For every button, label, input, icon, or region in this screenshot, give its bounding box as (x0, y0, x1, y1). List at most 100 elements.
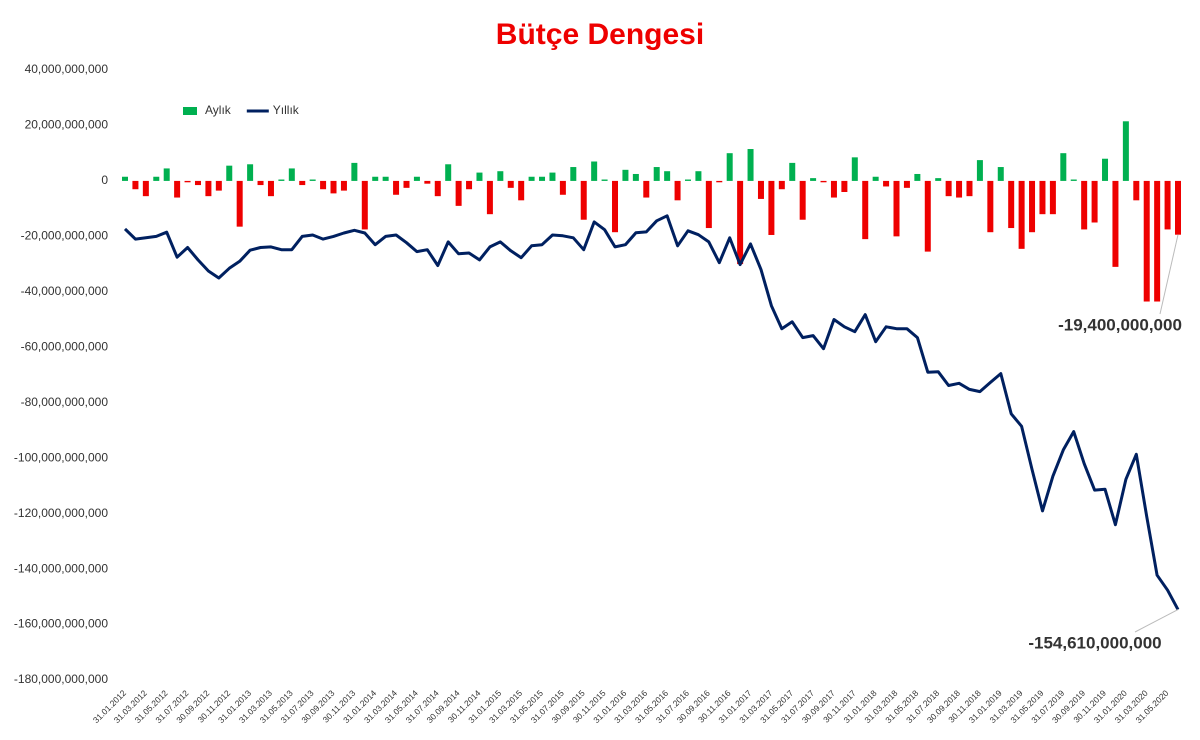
bar (455, 180, 462, 206)
bar (1175, 180, 1181, 235)
bar (924, 180, 931, 252)
bar (653, 167, 660, 181)
bar (476, 172, 483, 181)
bar (1049, 180, 1056, 215)
bar (716, 180, 723, 183)
bar (1133, 180, 1140, 201)
bar (810, 178, 817, 181)
bar (142, 180, 149, 197)
bar (434, 180, 441, 197)
bar (153, 176, 160, 181)
bar (789, 162, 796, 181)
y-tick-label: -80,000,000,000 (21, 395, 109, 409)
bar (205, 180, 212, 197)
leader-line (1159, 234, 1179, 315)
bar (935, 178, 942, 181)
bar (914, 173, 921, 181)
y-tick-label: -60,000,000,000 (21, 339, 109, 353)
bar (1018, 180, 1025, 249)
bar (528, 176, 535, 181)
bar (497, 171, 504, 181)
bar (976, 160, 983, 181)
bar (518, 180, 525, 201)
bar (945, 180, 952, 197)
bar (799, 180, 806, 220)
bar (330, 180, 337, 194)
bar (1070, 179, 1077, 181)
bar (632, 173, 639, 181)
bar (966, 180, 973, 197)
bar (267, 180, 274, 197)
bar (872, 176, 879, 181)
bar (851, 157, 858, 181)
bar (1081, 180, 1088, 230)
bar (883, 180, 890, 187)
bar (413, 176, 420, 181)
bar (1039, 180, 1046, 215)
leader-line (1134, 609, 1179, 633)
bar (403, 180, 410, 188)
bar (194, 180, 201, 186)
bar (622, 169, 629, 181)
bar (1154, 180, 1161, 302)
y-tick-label: -180,000,000,000 (14, 672, 108, 686)
bar (956, 180, 963, 198)
legend-swatch (183, 107, 197, 115)
bar (862, 180, 869, 240)
bar (184, 180, 191, 183)
bar (841, 180, 848, 192)
bar (830, 180, 837, 198)
bar (226, 165, 233, 181)
bar (549, 172, 556, 181)
bar (320, 180, 327, 190)
bar (1112, 180, 1119, 267)
bar (486, 180, 493, 215)
bar (1029, 180, 1036, 233)
y-tick-label: 0 (101, 173, 108, 187)
chart-title: Bütçe Dengesi (496, 18, 704, 51)
bar (1091, 180, 1098, 223)
bar (737, 180, 744, 265)
bar (163, 168, 170, 181)
data-label: -19,400,000,000 (1058, 315, 1182, 334)
bar (757, 180, 764, 199)
bar (278, 179, 285, 181)
bar (1143, 180, 1150, 302)
bar (507, 180, 514, 188)
data-label: -154,610,000,000 (1028, 633, 1161, 652)
bar (987, 180, 994, 233)
bar (643, 180, 650, 198)
bar (1008, 180, 1015, 229)
bar (215, 180, 222, 191)
bar (340, 180, 347, 191)
bar (466, 180, 473, 190)
bar (612, 180, 619, 233)
bar (903, 180, 910, 188)
bar (705, 180, 712, 229)
y-tick-label: -100,000,000,000 (14, 450, 108, 464)
bar (778, 180, 785, 190)
bar (684, 179, 691, 181)
bar (1060, 153, 1067, 181)
bar (393, 180, 400, 195)
bar (997, 167, 1004, 181)
bar (351, 162, 358, 181)
bar (1102, 158, 1109, 181)
bar (299, 180, 306, 186)
legend-label: Yıllık (273, 103, 300, 117)
bar (288, 168, 295, 181)
bar (174, 180, 181, 198)
bar (382, 176, 389, 181)
bar (747, 149, 754, 181)
bar (539, 176, 546, 181)
bar (257, 180, 264, 186)
y-tick-label: -40,000,000,000 (21, 284, 109, 298)
y-tick-label: 20,000,000,000 (25, 118, 109, 132)
legend-label: Aylık (205, 103, 232, 117)
bar (768, 180, 775, 235)
bar (580, 180, 587, 220)
bar (893, 180, 900, 237)
bar (1122, 121, 1129, 181)
y-tick-label: -120,000,000,000 (14, 506, 108, 520)
